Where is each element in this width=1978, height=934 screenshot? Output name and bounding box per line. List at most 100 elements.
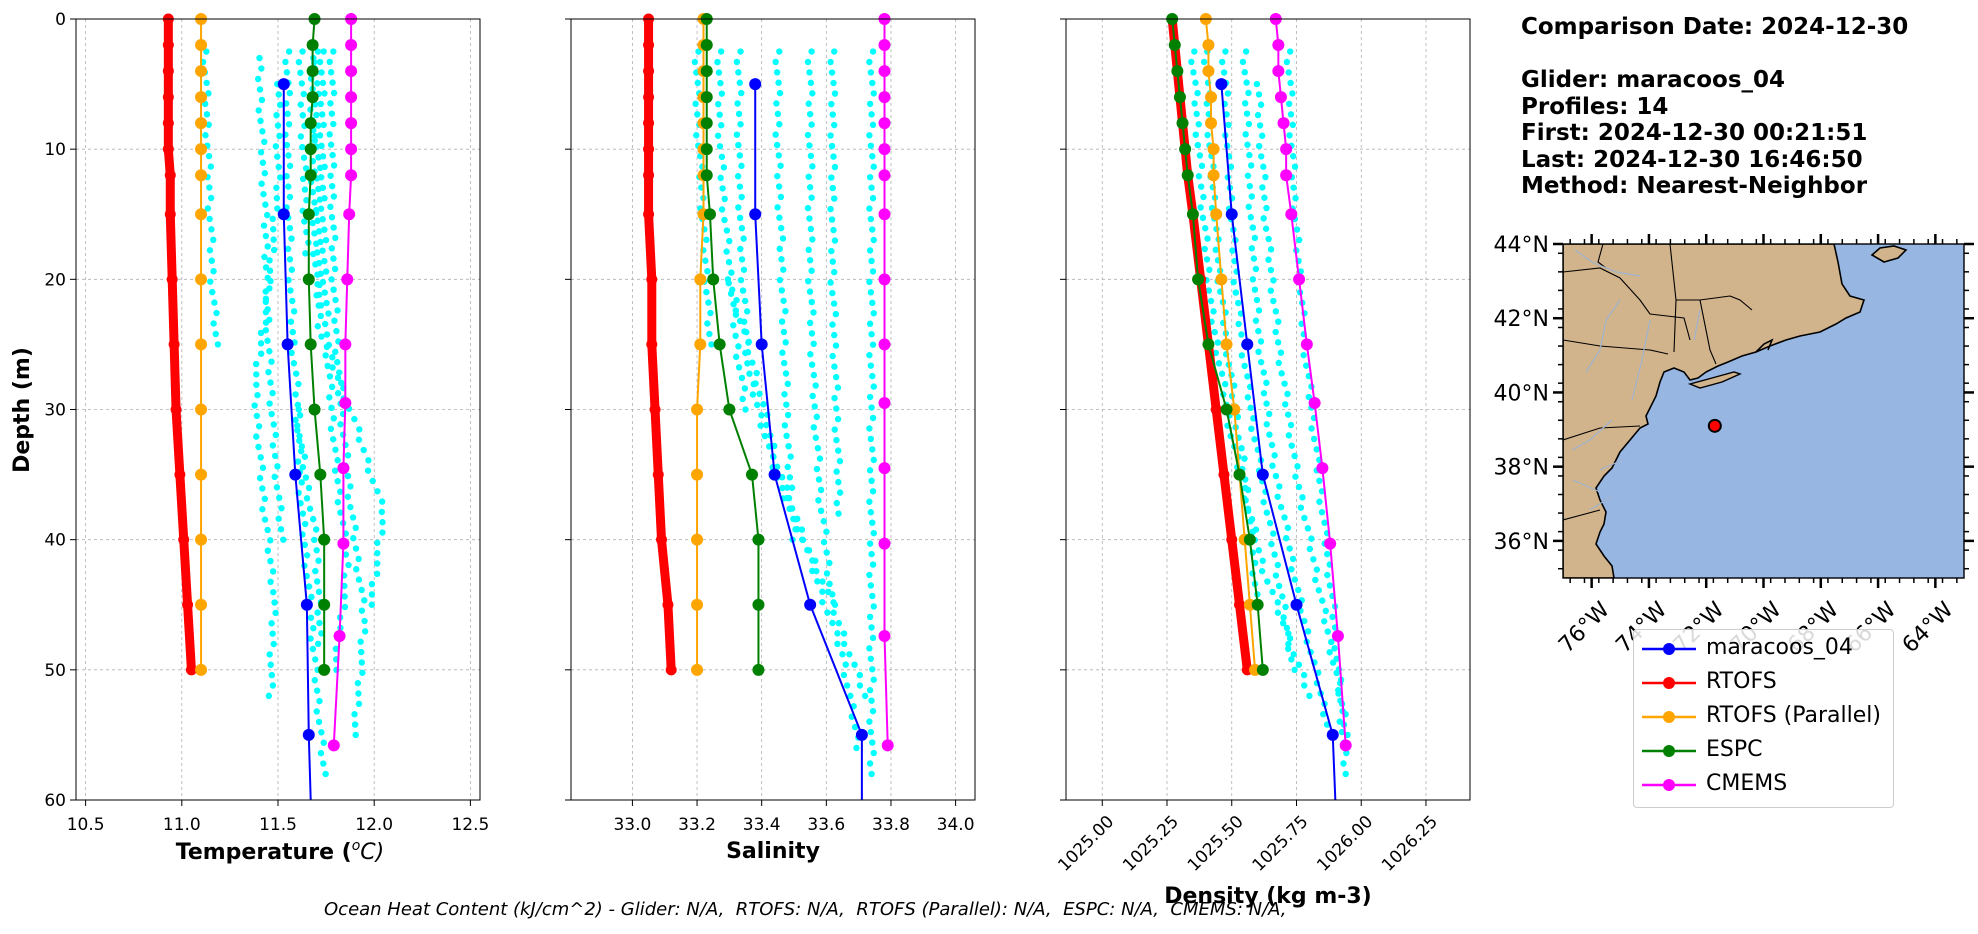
salinity-raw-point: [734, 100, 741, 107]
salinity-raw-point: [823, 570, 831, 577]
temperature-raw-point: [297, 101, 304, 108]
temperature-raw-point: [286, 256, 294, 263]
density-cmems-marker: [1324, 537, 1337, 550]
density-raw-point: [1304, 628, 1312, 635]
salinity-raw-point: [805, 100, 812, 107]
temperature-rtofs-marker: [174, 469, 186, 481]
salinity-raw-point: [741, 385, 749, 392]
salinity-raw-point: [809, 236, 816, 243]
temperature-raw-point: [270, 421, 277, 428]
temperature-raw-point: [332, 645, 340, 653]
temperature-raw-point: [334, 478, 341, 485]
temperature-raw-point: [298, 479, 305, 486]
salinity-raw-point: [819, 588, 826, 595]
temperature-raw-point: [322, 352, 329, 359]
density-raw-point: [1296, 236, 1303, 244]
salinity-raw-point: [778, 318, 786, 325]
density-raw-point: [1260, 369, 1267, 376]
density-raw-point: [1281, 514, 1288, 521]
density-cmems-marker: [1277, 117, 1290, 130]
density-raw-point: [1284, 411, 1292, 418]
salinity-axis-label: Salinity: [726, 839, 820, 864]
temperature-raw-point: [315, 588, 323, 596]
salinity-raw-point: [704, 267, 711, 275]
salinity-raw-point: [749, 359, 756, 366]
salinity-raw-point: [869, 707, 877, 715]
salinity-raw-point: [828, 100, 835, 108]
salinity-raw-point: [809, 90, 816, 97]
salinity-raw-point: [707, 309, 714, 317]
temperature-raw-point: [311, 199, 318, 206]
temperature-raw-point: [275, 163, 282, 171]
comparison-info: Comparison Date: 2024-12-30 Glider: mara…: [1521, 14, 1908, 200]
legend-item: RTOFS: [1634, 668, 1893, 698]
salinity-raw-point: [728, 269, 735, 276]
salinity-raw-point: [870, 163, 877, 170]
temperature-raw-point: [258, 96, 266, 104]
temperature-raw-point: [334, 390, 342, 397]
density-raw-point: [1263, 509, 1271, 516]
density-raw-point: [1274, 339, 1282, 346]
temperature-raw-point: [321, 163, 328, 171]
temperature-raw-point: [365, 457, 372, 464]
density-raw-point: [1244, 172, 1252, 179]
temperature-cmems-marker: [333, 629, 346, 642]
temperature-raw-point: [257, 340, 265, 347]
temperature-raw-point: [258, 180, 265, 187]
temperature-raw-point: [257, 117, 264, 125]
temperature-raw-point: [313, 240, 320, 247]
density-raw-point: [1299, 494, 1306, 501]
density-raw-point: [1326, 582, 1334, 589]
density-raw-point: [1283, 624, 1291, 632]
temperature-raw-point: [267, 379, 274, 386]
temperature-raw-point: [374, 549, 381, 557]
temperature-cmems-marker: [345, 65, 358, 78]
density-raw-point: [1310, 556, 1317, 563]
salinity-raw-point: [694, 111, 701, 118]
density-raw-point: [1285, 640, 1292, 648]
temperature-raw-point: [302, 165, 310, 172]
salinity-raw-point: [869, 519, 876, 526]
salinity-raw-point: [804, 204, 812, 212]
temperature-raw-point: [285, 48, 293, 55]
temperature-unit-superscript: o: [352, 838, 361, 854]
temperature-raw-point: [261, 138, 268, 146]
temperature-raw-point: [202, 132, 209, 139]
salinity-glider-marker: [804, 598, 817, 611]
temperature-raw-point: [294, 427, 301, 434]
salinity-raw-point: [870, 749, 877, 757]
salinity-raw-point: [830, 609, 837, 616]
temperature-rtofs-marker: [162, 143, 174, 155]
temperature-raw-point: [337, 421, 344, 428]
density-raw-point: [1331, 645, 1338, 652]
salinity-raw-point: [781, 359, 788, 367]
temperature-raw-point: [270, 246, 278, 254]
temperature-rtofs-parallel-marker: [195, 403, 208, 416]
temperature-raw-point: [305, 484, 313, 492]
salinity-raw-point: [814, 444, 822, 452]
temperature-raw-point: [341, 582, 348, 590]
density-raw-point: [1316, 498, 1323, 505]
temperature-cmems-marker: [343, 208, 356, 221]
salinity-raw-point: [831, 426, 838, 433]
density-raw-point: [1192, 79, 1199, 86]
temperature-raw-point: [272, 143, 280, 150]
salinity-raw-point: [740, 266, 748, 273]
density-rtofs-parallel-marker: [1215, 273, 1228, 286]
salinity-raw-point: [779, 349, 786, 356]
salinity-raw-point: [745, 338, 752, 346]
density-raw-point: [1188, 58, 1195, 66]
salinity-raw-point: [743, 308, 751, 315]
temperature-raw-point: [313, 292, 320, 299]
salinity-raw-point: [739, 287, 747, 294]
density-rtofs-parallel-marker: [1205, 91, 1218, 104]
salinity-raw-point: [732, 307, 740, 314]
salinity-raw-point: [835, 510, 842, 517]
salinity-raw-point: [866, 645, 873, 652]
salinity-glider-marker: [749, 208, 762, 221]
density-raw-point: [1290, 184, 1297, 191]
temperature-raw-point: [321, 289, 328, 296]
depth-tick-label: 50: [44, 661, 66, 681]
salinity-raw-point: [833, 436, 840, 444]
density-raw-point: [1259, 557, 1266, 564]
